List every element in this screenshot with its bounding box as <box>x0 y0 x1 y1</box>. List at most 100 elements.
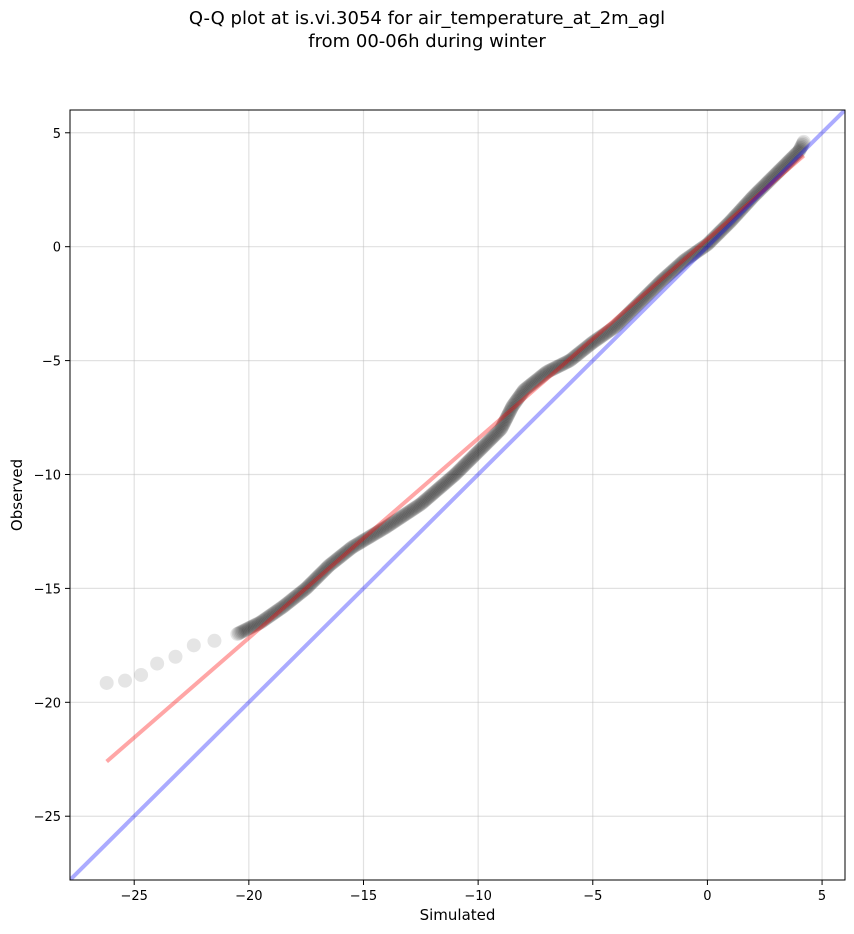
data-point <box>281 595 296 610</box>
data-point <box>515 385 530 400</box>
data-point <box>669 260 684 275</box>
y-tick-label: −20 <box>34 696 61 711</box>
data-point <box>671 258 686 273</box>
data-point <box>376 521 391 536</box>
data-point <box>268 605 283 620</box>
data-point <box>324 556 339 571</box>
data-point <box>778 157 793 172</box>
data-point <box>250 616 265 631</box>
data-point <box>422 489 437 504</box>
data-point <box>785 150 800 165</box>
data-point <box>776 159 791 174</box>
data-point <box>790 145 805 160</box>
data-point <box>529 373 544 388</box>
data-point <box>750 185 765 200</box>
data-point <box>443 471 458 486</box>
data-point <box>745 190 760 205</box>
data-point <box>792 142 807 157</box>
data-point <box>434 479 449 494</box>
data-point <box>306 574 321 589</box>
data-point <box>316 564 331 579</box>
data-point <box>656 271 671 286</box>
data-point <box>297 582 312 597</box>
data-point <box>603 323 618 338</box>
data-point <box>534 369 549 384</box>
data-point <box>363 529 378 544</box>
x-axis-label: Simulated <box>420 906 496 924</box>
data-point <box>386 515 401 530</box>
data-point <box>700 237 715 252</box>
data-point <box>479 436 494 451</box>
data-point <box>765 170 780 185</box>
data-point <box>428 484 443 499</box>
data-point <box>531 372 546 387</box>
data-point <box>244 619 259 634</box>
data-point <box>437 477 452 492</box>
data-point <box>600 325 615 340</box>
data-point <box>781 154 796 169</box>
y-axis-ticks: −25 −20 −15 −10 −5 0 5 <box>34 127 70 825</box>
data-point <box>323 557 338 572</box>
data-point <box>740 195 755 210</box>
data-point <box>489 426 504 441</box>
data-point <box>635 293 650 308</box>
data-point <box>523 378 538 393</box>
data-point <box>375 522 390 537</box>
data-point <box>567 349 582 364</box>
data-point <box>429 483 444 498</box>
data-point <box>444 470 459 485</box>
data-point <box>272 602 287 617</box>
data-point <box>238 622 253 637</box>
data-point <box>559 355 574 370</box>
data-point <box>474 441 489 456</box>
data-point <box>638 289 653 304</box>
data-point <box>703 233 718 248</box>
y-tick-label: 0 <box>53 241 61 256</box>
data-point <box>499 410 514 425</box>
data-point <box>636 292 651 307</box>
data-point <box>389 513 404 528</box>
data-point <box>482 433 497 448</box>
data-point <box>648 279 663 294</box>
data-point <box>426 486 441 501</box>
data-point <box>495 419 510 434</box>
data-point <box>331 551 346 566</box>
data-point <box>427 485 442 500</box>
data-point <box>748 187 763 202</box>
data-point <box>349 537 364 552</box>
data-point <box>681 250 696 265</box>
data-point <box>701 236 716 251</box>
data-point <box>325 555 340 570</box>
data-point <box>484 431 499 446</box>
data-point <box>506 397 521 412</box>
data-point <box>732 205 747 220</box>
data-point <box>449 466 464 481</box>
data-point <box>397 508 412 523</box>
data-point <box>490 425 505 440</box>
data-point <box>465 450 480 465</box>
data-point <box>533 370 548 385</box>
data-point <box>307 573 322 588</box>
data-point <box>612 316 627 331</box>
data-point <box>677 253 692 268</box>
data-point <box>786 149 801 164</box>
data-point <box>583 337 598 352</box>
data-point <box>377 520 392 535</box>
data-point <box>450 465 465 480</box>
data-point <box>621 306 636 321</box>
data-point <box>318 562 333 577</box>
data-point <box>356 533 371 548</box>
grid-lines <box>70 110 845 880</box>
data-point <box>606 321 621 336</box>
data-point <box>510 392 525 407</box>
data-point <box>622 305 637 320</box>
data-point <box>644 284 659 299</box>
data-point <box>723 214 738 229</box>
data-point <box>247 618 262 633</box>
data-point <box>696 240 711 255</box>
data-point <box>336 547 351 562</box>
data-point <box>705 232 720 247</box>
data-point <box>492 423 507 438</box>
data-point <box>727 209 742 224</box>
data-point <box>366 527 381 542</box>
